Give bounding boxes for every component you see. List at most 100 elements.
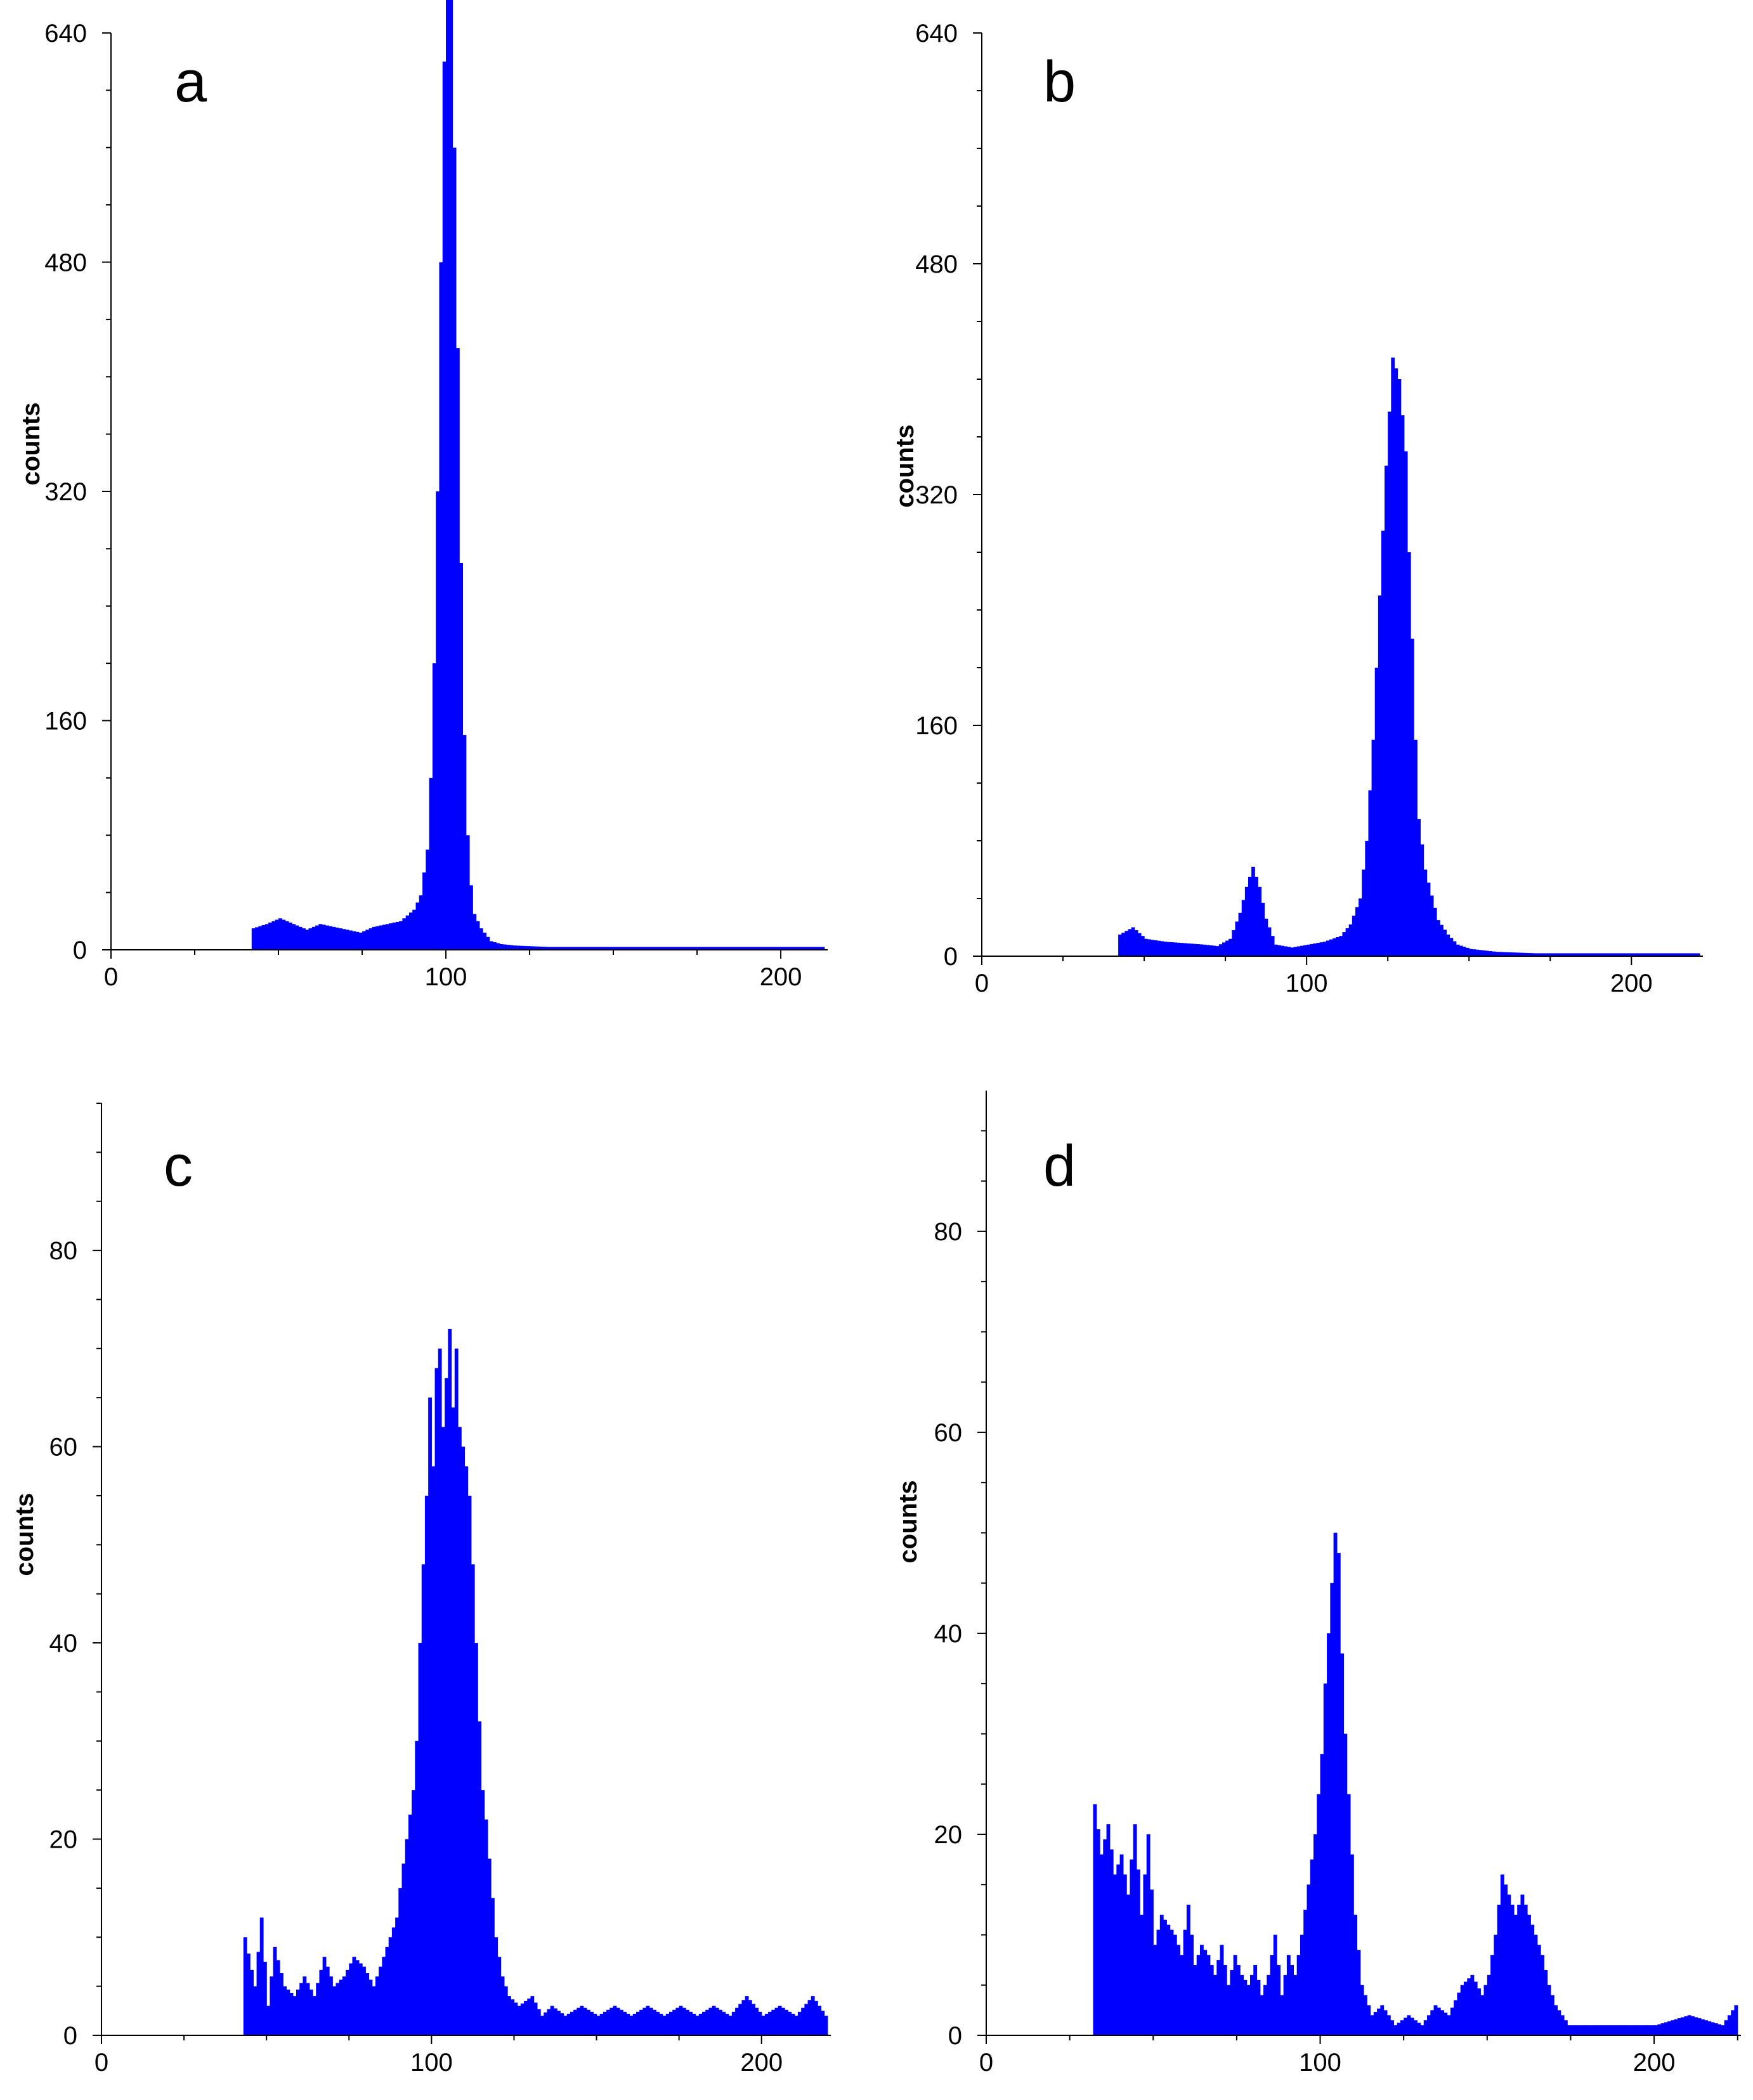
histogram-bar — [313, 1996, 316, 2035]
histogram-bar — [687, 947, 691, 950]
histogram-bar — [1673, 953, 1678, 956]
histogram-bar — [1248, 876, 1252, 957]
histogram-bar — [549, 947, 554, 950]
histogram-bar — [577, 2007, 581, 2035]
histogram-bar — [1641, 953, 1645, 956]
histogram-bar — [268, 923, 273, 950]
histogram-bar — [1186, 1904, 1190, 2035]
histogram-bar — [514, 2002, 518, 2035]
histogram-bar — [1426, 882, 1431, 956]
histogram-bar — [1510, 1904, 1515, 2035]
histogram-bar — [1404, 451, 1408, 956]
histogram-bar — [358, 932, 363, 950]
histogram-bar — [626, 2013, 630, 2035]
histogram-bar — [1584, 2025, 1588, 2035]
histogram-bar — [1093, 1804, 1097, 2035]
y-tick-label: 80 — [934, 1218, 963, 1246]
histogram-bar — [436, 491, 440, 950]
histogram-bar — [388, 1937, 393, 2035]
histogram-bar — [1576, 953, 1580, 956]
histogram-bar — [530, 1996, 535, 2035]
histogram-bar — [451, 1407, 455, 2035]
histogram-bar — [1329, 939, 1333, 956]
histogram-bar — [1317, 1794, 1321, 2035]
histogram-bar — [1290, 1965, 1294, 2035]
histogram-bar — [1267, 927, 1272, 956]
panel-b: b counts 0 160 320 480 640 0 100 200 — [891, 20, 1703, 997]
histogram-bar — [412, 909, 417, 950]
histogram-bar — [609, 947, 614, 950]
histogram-bar — [342, 1976, 346, 2035]
histogram-bar — [1348, 924, 1353, 956]
histogram-bar — [478, 1721, 482, 2035]
histogram-bar — [801, 2007, 805, 2035]
histogram-bar — [1236, 1965, 1241, 2035]
histogram-bar — [1150, 940, 1155, 956]
histogram-bar — [1327, 1633, 1331, 2035]
histogram-bar — [1472, 949, 1476, 956]
histogram-bar — [1154, 940, 1158, 956]
histogram-bar — [1244, 886, 1249, 956]
histogram-bar — [1196, 944, 1200, 956]
histogram-bar — [408, 1814, 412, 2035]
histogram-bar — [474, 1643, 478, 2035]
histogram-bar — [719, 2009, 722, 2035]
histogram-bar — [674, 947, 677, 950]
histogram-bar — [1664, 2022, 1668, 2035]
histogram-bar — [1103, 1839, 1107, 2035]
histogram-bar — [1407, 2015, 1411, 2035]
histogram-bar — [1430, 2010, 1435, 2035]
histogram-bar — [1490, 1955, 1494, 2035]
histogram-bar — [1251, 866, 1255, 956]
histogram-bar — [1121, 933, 1125, 956]
histogram-bar — [322, 1957, 327, 2035]
histogram-bar — [298, 926, 303, 950]
histogram-bar — [698, 2013, 703, 2035]
histogram-bar — [292, 924, 296, 950]
histogram-bar — [1487, 1974, 1491, 2035]
histogram-bar — [1553, 953, 1558, 956]
histogram-bar — [1206, 945, 1210, 956]
histogram-bar — [682, 2007, 686, 2035]
histogram-bar — [1647, 953, 1652, 956]
histogram-bar — [402, 918, 407, 950]
histogram-bar — [1566, 953, 1570, 956]
histogram-bar — [667, 947, 671, 950]
histogram-bar — [487, 1858, 492, 2035]
histogram-bar — [398, 1888, 403, 2035]
histogram-bar — [1357, 1950, 1361, 2035]
histogram-bar — [1218, 944, 1223, 956]
histogram-bar — [1249, 1974, 1254, 2035]
histogram-bar — [1547, 1985, 1551, 2035]
histogram-bar — [395, 921, 400, 950]
histogram-bar — [1296, 1955, 1301, 2035]
histogram-bar — [659, 2013, 663, 2035]
histogram-bar — [1677, 953, 1681, 956]
histogram-bar — [730, 947, 734, 950]
x-tick-label: 0 — [104, 963, 118, 991]
histogram-bar — [635, 2011, 640, 2035]
histogram-bar — [494, 1937, 499, 2035]
histogram-bar — [1203, 1950, 1208, 2035]
histogram-bar — [616, 947, 621, 950]
histogram-bar — [1336, 1553, 1341, 2035]
histogram-bar — [1427, 2015, 1431, 2035]
histogram-bar — [1537, 1945, 1541, 2035]
histogram-bar — [348, 930, 353, 950]
histogram-bar — [686, 2009, 689, 2035]
histogram-bar — [537, 2009, 541, 2035]
histogram-bar — [603, 947, 608, 950]
histogram-bar — [1520, 1895, 1525, 2035]
histogram-bar — [517, 2006, 521, 2035]
histogram-bar — [1497, 1904, 1501, 2035]
histogram-bar — [365, 1973, 370, 2035]
histogram-bar — [1547, 953, 1551, 956]
histogram-bar — [459, 562, 464, 950]
histogram-bar — [613, 947, 617, 950]
histogram-bar — [593, 2013, 597, 2035]
histogram-bar — [1540, 953, 1544, 956]
histogram-bar — [821, 947, 825, 950]
histogram-bar — [325, 925, 329, 950]
histogram-bar — [1183, 943, 1187, 956]
histogram-bar — [566, 2013, 571, 2035]
